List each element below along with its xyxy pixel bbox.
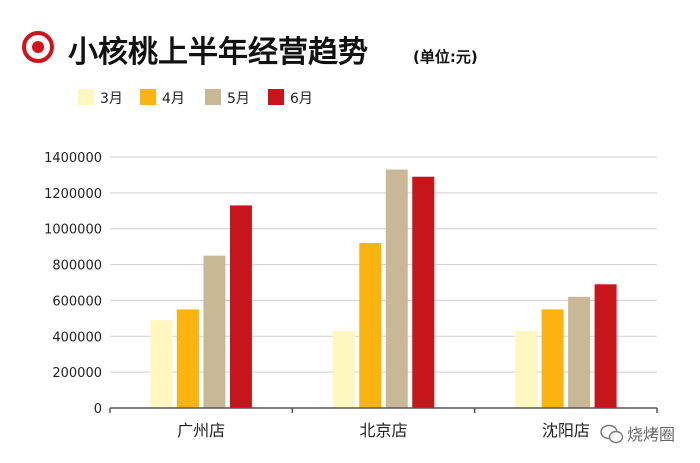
bar xyxy=(150,320,173,408)
y-tick-label: 1000000 xyxy=(44,223,102,238)
bar xyxy=(229,205,252,408)
watermark-text: 烧烤圈 xyxy=(627,425,675,444)
y-tick-label: 1200000 xyxy=(44,187,102,202)
bar xyxy=(203,255,226,408)
y-tick-label: 200000 xyxy=(52,366,102,381)
bars xyxy=(150,169,617,408)
legend-swatch xyxy=(140,89,156,105)
chart-title: 小核桃上半年经营趋势 xyxy=(68,35,368,70)
bar xyxy=(332,330,355,408)
legend-label: 3月 xyxy=(100,91,123,107)
gridlines xyxy=(110,156,657,373)
watermark: 烧烤圈 xyxy=(600,424,675,444)
legend-label: 5月 xyxy=(227,91,250,107)
x-axis xyxy=(109,407,658,413)
bar xyxy=(594,284,617,408)
category-label: 广州店 xyxy=(177,421,225,440)
legend: 3月 4月 5月 6月 xyxy=(78,89,313,107)
y-axis-ticks: 0 200000 400000 600000 800000 1000000 1200000 1… xyxy=(44,151,102,417)
y-tick-label: 600000 xyxy=(52,294,102,309)
y-tick-label: 400000 xyxy=(52,330,102,345)
bar xyxy=(515,330,538,408)
legend-label: 6月 xyxy=(290,91,313,107)
bar xyxy=(568,296,591,408)
legend-swatch xyxy=(78,89,94,105)
category-label: 沈阳店 xyxy=(542,421,590,440)
bar xyxy=(541,309,564,408)
category-label: 北京店 xyxy=(359,421,407,440)
bar xyxy=(412,176,435,408)
legend-swatch xyxy=(268,89,284,105)
bar xyxy=(359,243,382,408)
x-axis-labels: 广州店 北京店 沈阳店 xyxy=(177,421,590,440)
y-tick-label: 800000 xyxy=(52,259,102,274)
title-marker-icon xyxy=(22,31,54,63)
legend-label: 4月 xyxy=(162,91,185,107)
bar xyxy=(385,169,408,408)
legend-swatch xyxy=(205,89,221,105)
wechat-icon xyxy=(600,424,624,444)
y-tick-label: 0 xyxy=(94,402,102,417)
y-tick-label: 1400000 xyxy=(44,151,102,166)
bar xyxy=(176,309,199,408)
chart-unit: (单位:元) xyxy=(413,48,478,66)
